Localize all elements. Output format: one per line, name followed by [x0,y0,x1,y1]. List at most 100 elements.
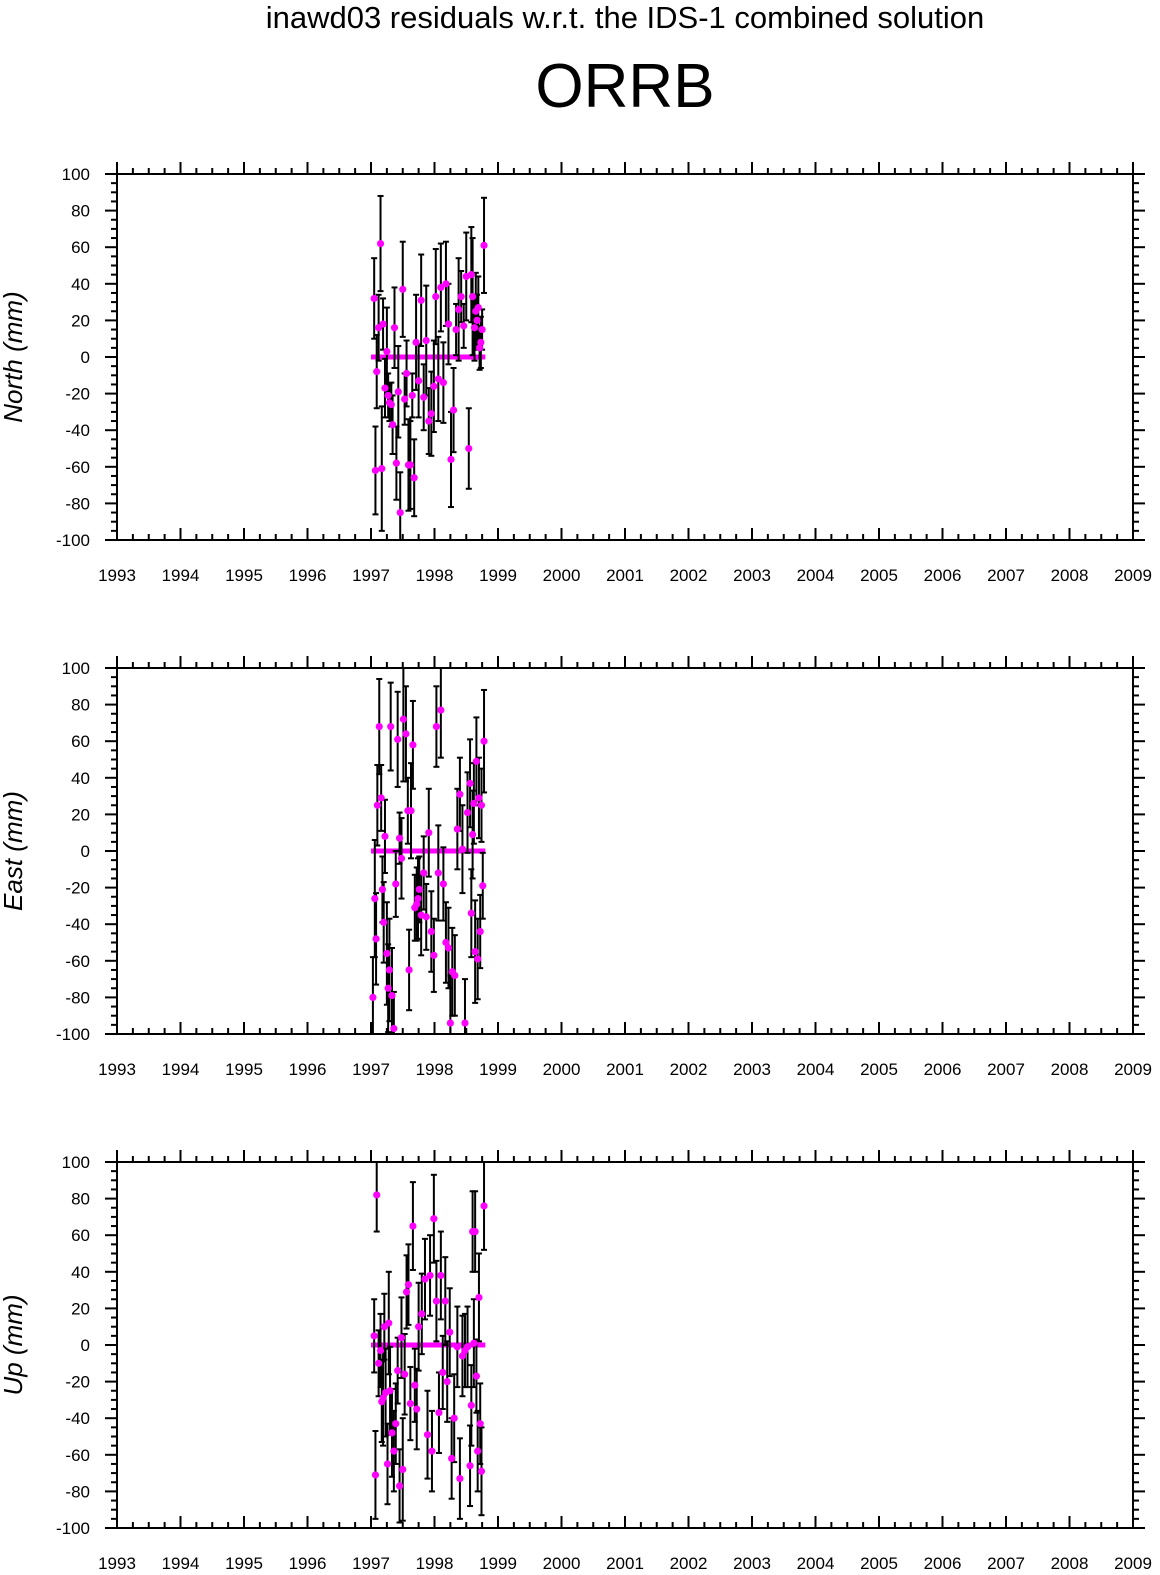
x-tick-label: 1999 [479,566,517,585]
data-point [430,382,438,390]
data-point [388,991,396,1000]
data-point [476,927,484,936]
x-tick-label: 2003 [733,1554,771,1573]
data-point [425,829,433,837]
x-tick-label: 2000 [543,566,581,585]
data-point [399,715,407,723]
data-point [422,336,430,345]
x-tick-label: 2002 [670,566,708,585]
data-point [443,1378,451,1386]
y-tick-label: -40 [65,915,90,934]
data-point [475,794,483,802]
east-panel: 1993 1994 1995 1996 1997 1998 1999 2000 2001 2002… [0,656,1152,1079]
data-point [470,324,479,332]
data-point [384,984,392,992]
data-point [401,395,409,403]
data-point [399,285,407,293]
station-name: ORRB [535,52,715,121]
data-point [474,955,482,963]
data-point [376,239,385,248]
data-point [390,1024,398,1033]
x-tick-label: 1995 [225,566,263,585]
data-point [397,1334,406,1342]
y-tick-label: -40 [65,421,90,440]
x-tick-label: 1996 [289,1060,327,1079]
data-point [477,338,485,346]
x-tick-label: 1996 [289,566,327,585]
data-point [446,1328,454,1336]
x-tick-label: 2006 [924,566,962,585]
data-point [455,305,463,314]
data-point [407,807,415,815]
data-point [421,1275,429,1283]
y-tick-label: 60 [71,238,90,257]
data-point [444,944,453,952]
data-point [444,320,453,328]
x-tick-label: 1999 [479,1554,517,1573]
x-tick-label: 2008 [1051,1554,1089,1573]
data-point [479,882,487,890]
data-point [469,293,477,301]
data-point [471,948,479,956]
y-tick-label: 40 [71,1263,90,1282]
data-point [402,1288,411,1296]
data-point [392,1420,400,1428]
data-point [406,461,414,469]
x-tick-label: 2007 [987,1554,1025,1573]
data-point [415,885,423,894]
data-point [397,854,406,862]
data-point [381,384,389,392]
data-point [396,508,404,517]
data-point [371,466,380,475]
data-point [381,832,389,840]
north-mm-data [370,194,488,540]
data-point [379,320,387,328]
x-tick-label: 2002 [670,1554,708,1573]
data-point [378,465,386,473]
y-tick-label: 20 [71,311,90,330]
data-point [448,1454,456,1463]
x-tick-label: 1997 [352,1554,390,1573]
data-point [423,1431,432,1439]
y-tick-label: 40 [71,275,90,294]
plot-frame [116,173,1134,541]
data-point [370,294,378,303]
data-point [392,880,400,888]
x-tick-label: 2006 [924,1060,962,1079]
data-point [432,722,441,731]
x-tick-label: 2001 [606,1060,644,1079]
data-point [435,1409,443,1417]
data-point [399,1465,407,1474]
x-tick-label: 2004 [797,1060,835,1079]
y-tick-label: -100 [56,531,90,550]
data-point [451,971,459,980]
y-axis-label: North (mm) [0,291,28,422]
data-point [420,393,428,401]
y-tick-label: -20 [65,1373,90,1392]
data-point [417,296,425,304]
data-point [402,730,410,738]
data-point [474,1447,482,1455]
data-point [466,779,474,787]
data-point [375,722,383,731]
data-point [442,280,450,288]
data-point [428,1447,436,1455]
x-tick-label: 2004 [797,1554,835,1573]
north-panel: 1993 1994 1995 1996 1997 1998 1999 2000 2001 2002… [0,162,1152,585]
data-point [408,391,416,400]
data-point [427,927,435,936]
x-tick-label: 2007 [987,1060,1025,1079]
x-tick-label: 2003 [733,1060,771,1079]
data-point [447,455,455,464]
data-point [394,1367,402,1375]
x-tick-label: 1998 [416,566,454,585]
data-point [370,1332,378,1340]
data-point [474,303,482,312]
data-point [414,894,422,903]
data-point [465,444,473,453]
x-tick-label: 1996 [289,1554,327,1573]
east-mm-data [369,668,488,1034]
y-tick-label: -80 [65,988,90,1007]
data-point [390,1447,398,1455]
